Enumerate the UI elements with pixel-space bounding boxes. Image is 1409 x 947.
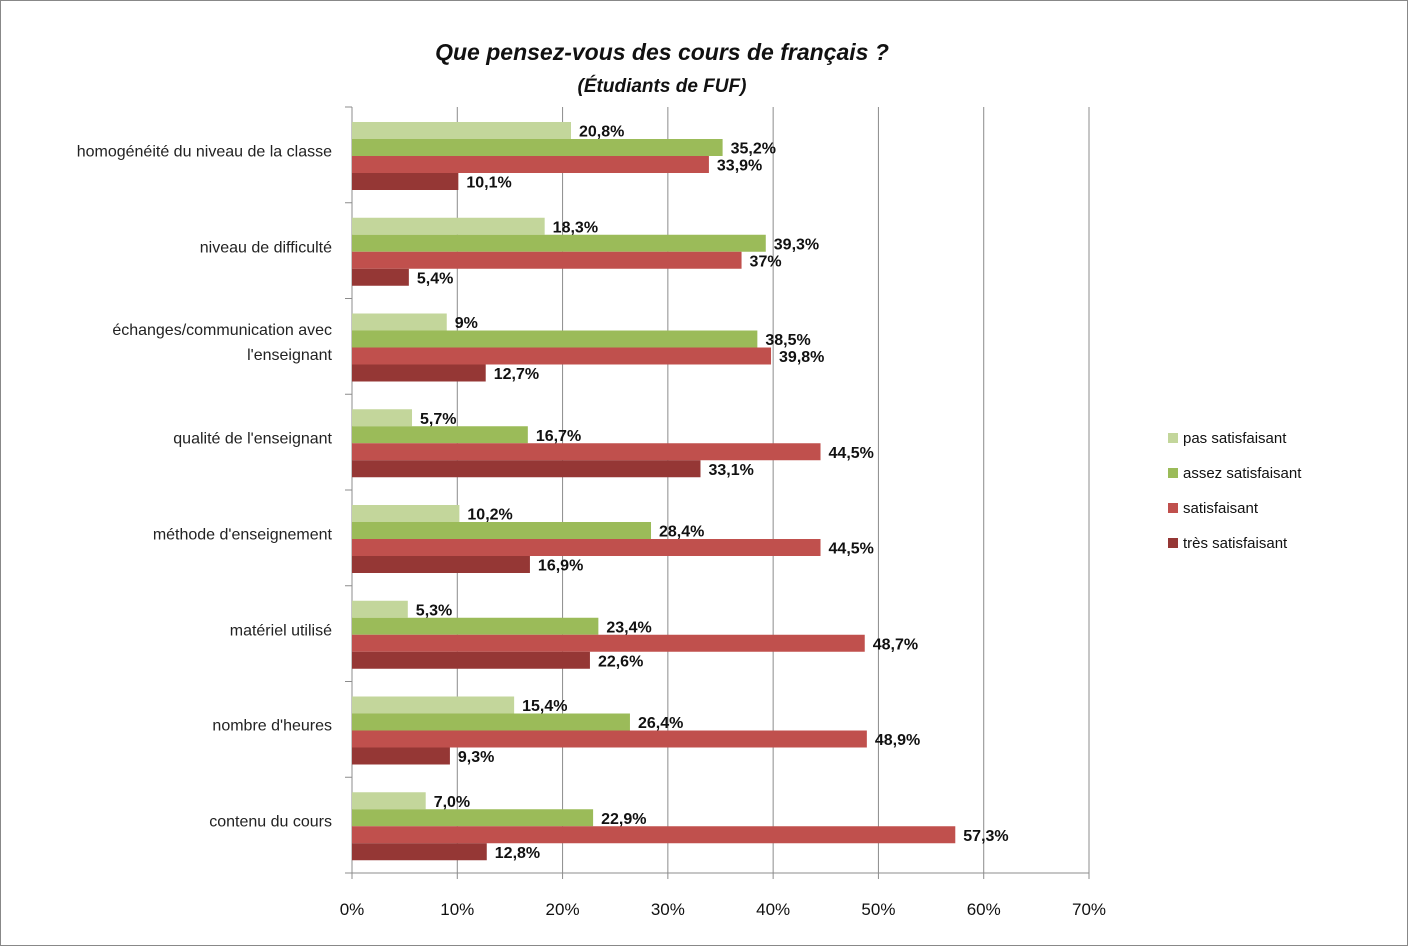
bar: [352, 747, 450, 765]
bar: [352, 539, 821, 556]
legend-label: satisfaisant: [1183, 500, 1259, 517]
value-label: 20,8%: [579, 124, 624, 141]
value-label: 28,4%: [659, 524, 704, 541]
bar: [352, 713, 630, 731]
bar: [352, 443, 821, 461]
bar: [352, 364, 486, 382]
legend-label: pas satisfaisant: [1183, 430, 1287, 447]
category-label: méthode d'enseignement: [152, 526, 332, 544]
bar: [352, 826, 956, 844]
value-label: 9,3%: [458, 749, 494, 766]
legend-label: très satisfaisant: [1183, 535, 1288, 552]
value-label: 35,2%: [731, 141, 776, 158]
value-label: 7,0%: [434, 794, 470, 811]
value-label: 16,9%: [538, 558, 583, 575]
bar: [352, 792, 426, 810]
legend-swatch: [1168, 538, 1178, 548]
bar: [352, 330, 758, 348]
x-tick-label: 50%: [861, 900, 895, 919]
value-label: 10,2%: [467, 507, 512, 524]
value-label: 22,6%: [598, 653, 643, 670]
value-label: 23,4%: [606, 619, 651, 636]
value-label: 10,1%: [466, 175, 511, 192]
bar: [352, 234, 766, 252]
legend-label: assez satisfaisant: [1183, 465, 1302, 482]
value-label: 39,8%: [779, 349, 824, 366]
bar: [352, 122, 571, 139]
value-label: 39,3%: [774, 236, 819, 253]
bar: [352, 156, 709, 173]
value-label: 33,1%: [708, 462, 753, 479]
value-label: 33,9%: [717, 158, 762, 175]
category-label: homogénéité du niveau de la classe: [76, 143, 332, 161]
bar: [352, 730, 867, 748]
bar: [352, 634, 865, 652]
x-tick-label: 30%: [651, 900, 685, 919]
bar: [352, 426, 528, 444]
value-label: 5,3%: [416, 602, 452, 619]
legend-swatch: [1168, 468, 1178, 478]
x-tick-label: 40%: [756, 900, 790, 919]
legend-swatch: [1168, 503, 1178, 513]
x-tick-label: 10%: [440, 900, 474, 919]
bar: [352, 651, 590, 669]
bar: [352, 809, 594, 827]
bar: [352, 843, 487, 861]
value-label: 5,7%: [420, 411, 456, 428]
category-label: qualité de l'enseignant: [173, 430, 332, 448]
bar: [352, 409, 413, 427]
value-label: 48,9%: [875, 732, 920, 749]
x-tick-label: 20%: [546, 900, 580, 919]
bar: [352, 217, 545, 235]
value-label: 48,7%: [873, 636, 918, 653]
x-tick-label: 60%: [967, 900, 1001, 919]
value-label: 12,8%: [495, 845, 540, 862]
value-label: 22,9%: [601, 811, 646, 828]
bar: [352, 251, 742, 269]
bar: [352, 556, 530, 573]
bar: [352, 522, 652, 539]
value-label: 26,4%: [638, 715, 683, 732]
value-label: 57,3%: [963, 828, 1008, 845]
value-label: 44,5%: [829, 445, 874, 462]
value-label: 38,5%: [765, 332, 810, 349]
bar: [352, 139, 723, 156]
value-label: 5,4%: [417, 270, 453, 287]
value-label: 12,7%: [494, 366, 539, 383]
value-label: 16,7%: [536, 428, 581, 445]
value-label: 18,3%: [553, 219, 598, 236]
bar: [352, 268, 409, 286]
bar: [352, 600, 408, 618]
chart-title: Que pensez-vous des cours de français ?: [435, 39, 889, 65]
bar: [352, 505, 460, 522]
category-label: nombre d'heures: [212, 717, 332, 735]
x-tick-label: 70%: [1072, 900, 1106, 919]
value-label: 9%: [455, 315, 478, 332]
x-tick-label: 0%: [340, 900, 365, 919]
bar: [352, 347, 772, 365]
chart-subtitle: (Étudiants de FUF): [578, 75, 747, 97]
bar: [352, 173, 459, 190]
bar: [352, 313, 447, 331]
category-label: contenu du cours: [209, 813, 332, 831]
category-label: échanges/communication avec l'enseignant: [112, 322, 332, 365]
bar: [352, 696, 515, 714]
bar: [352, 617, 599, 635]
value-label: 44,5%: [829, 541, 874, 558]
value-label: 15,4%: [522, 698, 567, 715]
category-label: niveau de difficulté: [199, 239, 332, 257]
category-label: matériel utilisé: [229, 622, 332, 640]
value-label: 37%: [750, 253, 782, 270]
bar: [352, 460, 701, 478]
legend-swatch: [1168, 433, 1178, 443]
